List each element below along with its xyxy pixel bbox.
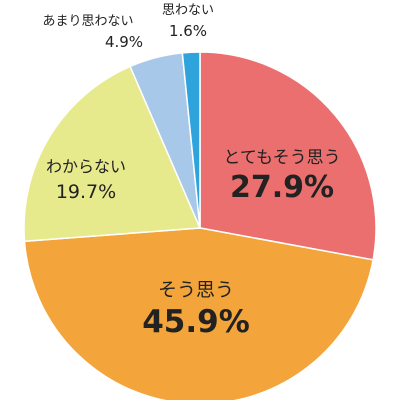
pie-slice-2 xyxy=(23,65,202,243)
pie-slice-1 xyxy=(23,227,374,400)
slice-value-label-0: 27.9% xyxy=(230,170,334,205)
pie-slices xyxy=(23,51,377,400)
slice-label-3: あまり思わない xyxy=(42,14,133,29)
slice-value-label-4: 1.6% xyxy=(169,22,207,40)
slice-label-2: わからない xyxy=(46,157,126,176)
slice-value-label-2: 19.7% xyxy=(56,181,116,203)
slice-label-1: そう思う xyxy=(158,279,234,301)
slice-value-label-3: 4.9% xyxy=(105,33,143,51)
slice-label-0: とてもそう思う xyxy=(223,148,340,168)
slice-value-label-1: 45.9% xyxy=(142,304,250,340)
pie-slice-4 xyxy=(181,51,201,229)
slice-label-4: 思わない xyxy=(162,3,214,18)
pie-slice-0 xyxy=(199,51,377,261)
